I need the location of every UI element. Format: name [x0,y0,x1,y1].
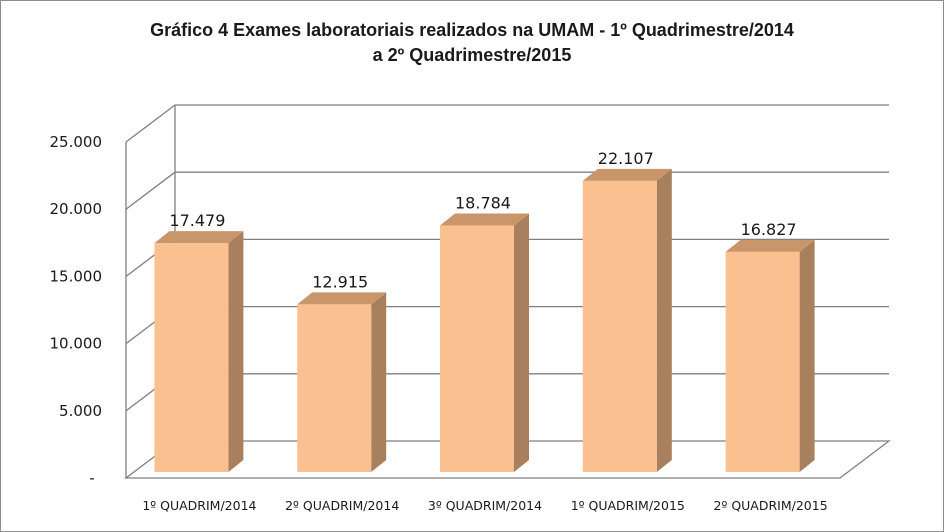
data-label: 18.784 [455,194,511,213]
bar-front [440,225,514,472]
chart-title-line-1: Gráfico 4 Exames laboratoriais realizado… [150,20,794,40]
y-tick-label: - [89,469,94,487]
chart-title-line-2: a 2º Quadrimestre/2015 [372,45,572,65]
data-labels: 17.479 12.915 18.784 22.107 16.827 [169,149,796,292]
data-label: 17.479 [169,211,225,230]
bar-top [154,231,244,244]
data-label: 22.107 [598,149,654,168]
bar-top [297,292,387,305]
bar [297,292,387,472]
bar-side [514,213,529,473]
y-tick-label: 15.000 [50,267,103,285]
bar [440,213,529,473]
bar-top [440,213,529,226]
data-label: 16.827 [741,220,797,239]
y-tick-label: 20.000 [50,200,103,218]
bar-front [582,180,657,472]
bar-top [725,239,815,252]
bar [582,168,672,472]
x-tick-label: 2º QUADRIM/2014 [285,498,399,513]
bar-side [228,231,244,472]
x-tick-label: 2º QUADRIM/2015 [714,498,828,513]
chart-title: Gráfico 4 Exames laboratoriais realizado… [0,18,944,68]
data-label: 12.915 [312,272,368,291]
bar [154,231,244,472]
x-tick-label: 1º QUADRIM/2014 [142,498,256,513]
bar [725,239,815,472]
x-tick-label: 3º QUADRIM/2014 [428,498,542,513]
bar-front [154,243,229,472]
bar-side [799,239,815,472]
chart-bars [154,168,815,473]
bar-front [297,304,372,472]
y-tick-label: 5.000 [59,402,102,420]
bar-front [725,251,800,472]
x-axis-category-labels: 1º QUADRIM/2014 2º QUADRIM/2014 3º QUADRIM… [142,498,827,513]
y-tick-label: 10.000 [50,335,103,353]
bar-side [656,168,672,472]
bar-top [582,168,672,181]
y-axis-tick-labels: - 5.000 10.000 15.000 20.000 25.000 [50,133,103,487]
gridline-diagonal [125,171,176,210]
x-tick-label: 1º QUADRIM/2015 [571,498,685,513]
bar-side [371,292,387,472]
gridline-diagonal [125,104,176,143]
y-tick-label: 25.000 [50,133,103,151]
